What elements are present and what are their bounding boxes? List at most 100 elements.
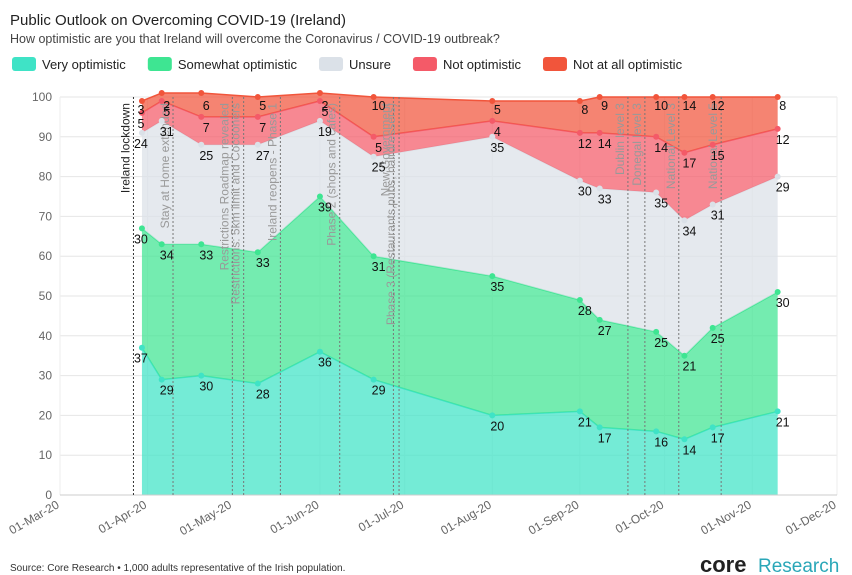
value-label: 28: [256, 388, 270, 402]
legend-swatch: [12, 57, 36, 71]
point: [254, 141, 261, 148]
event-label: Dublin level 3: [613, 103, 627, 175]
x-tick-label: 01-Nov-20: [698, 497, 754, 537]
area: [141, 347, 778, 495]
x-tick-label: 01-Oct-20: [613, 497, 666, 536]
value-label: 14: [598, 137, 612, 151]
value-label: 30: [776, 296, 790, 310]
y-tick-label: 30: [39, 369, 53, 383]
legend-label: Very optimistic: [42, 57, 126, 72]
value-label: 31: [711, 208, 725, 222]
y-tick-label: 0: [45, 488, 52, 502]
value-label: 27: [256, 149, 270, 163]
point: [653, 189, 660, 196]
point: [138, 109, 145, 116]
value-label: 2: [321, 99, 328, 113]
point: [596, 129, 603, 136]
point: [370, 153, 377, 160]
point: [596, 94, 603, 100]
area: [141, 196, 778, 440]
value-label: 14: [654, 141, 668, 155]
area: [141, 100, 778, 221]
value-label: 25: [199, 149, 213, 163]
event-label: Phase 2 (shops and cafes): [325, 103, 339, 246]
value-label: 33: [199, 248, 213, 262]
point: [316, 90, 323, 97]
point: [576, 296, 583, 303]
y-tick-label: 50: [39, 289, 53, 303]
value-label: 31: [160, 125, 174, 139]
point: [158, 97, 165, 104]
value-label: 29: [372, 384, 386, 398]
point: [709, 141, 716, 148]
value-label: 12: [776, 133, 790, 147]
value-label: 17: [711, 431, 725, 445]
legend-swatch: [147, 57, 172, 71]
point: [774, 94, 781, 100]
y-tick-label: 10: [39, 448, 53, 462]
value-label: 9: [601, 99, 608, 113]
value-label: 8: [581, 103, 588, 117]
y-tick-label: 90: [39, 130, 53, 144]
point: [138, 97, 145, 104]
value-label: 2: [163, 99, 170, 113]
chart-title: Public Outlook on Overcoming COVID-19 (I…: [10, 12, 346, 29]
value-label: 17: [598, 431, 612, 445]
event-label: National Level 3: [664, 103, 678, 189]
x-tick-label: 01-Jul-20: [356, 497, 407, 534]
point: [774, 289, 781, 296]
value-label: 36: [318, 356, 332, 370]
source: Source: Core Research • 1,000 adults rep…: [10, 563, 345, 574]
point: [370, 376, 377, 383]
legend-swatch: [412, 57, 437, 71]
value-label: 21: [776, 415, 790, 429]
point: [198, 113, 205, 120]
point: [158, 117, 165, 124]
point: [138, 225, 145, 232]
value-label: 3: [137, 103, 144, 117]
value-label: 12: [578, 137, 592, 151]
point: [198, 241, 205, 248]
point: [681, 217, 688, 224]
legend-label: Not optimistic: [443, 57, 522, 72]
x-tick-label: 01-Mar-20: [7, 497, 62, 537]
legend: Very optimistic Somewhat optimistic Unsure…: [12, 57, 683, 72]
value-label: 25: [654, 336, 668, 350]
point: [489, 412, 496, 419]
value-label: 8: [779, 99, 786, 113]
point: [596, 424, 603, 431]
value-label: 30: [578, 185, 592, 199]
value-label: 17: [682, 157, 696, 171]
area: [141, 120, 778, 356]
value-label: 5: [259, 99, 266, 113]
point: [709, 424, 716, 431]
point: [198, 372, 205, 379]
value-label: 39: [318, 201, 332, 215]
value-label: 15: [711, 149, 725, 163]
legend-label: Not at all optimistic: [573, 57, 683, 72]
x-tick-label: 01-Apr-20: [96, 497, 149, 536]
point: [316, 117, 323, 124]
value-label: 25: [372, 161, 386, 175]
point: [489, 97, 496, 104]
point: [653, 428, 660, 435]
event-label: Restrictions Roadmap revealed: [217, 103, 231, 270]
event-label: Ireland reopens - Phase 1: [265, 103, 279, 241]
point: [681, 352, 688, 359]
area: [141, 93, 778, 153]
value-label: 27: [598, 324, 612, 338]
point: [254, 249, 261, 256]
value-label: 5: [163, 105, 170, 119]
point: [316, 348, 323, 355]
value-label: 10: [372, 99, 386, 113]
value-label: 5: [137, 117, 144, 131]
x-tick-label: 01-May-20: [177, 497, 234, 538]
point: [774, 173, 781, 180]
value-label: 37: [134, 352, 148, 366]
y-tick-label: 80: [39, 170, 53, 184]
point: [370, 94, 377, 100]
point: [709, 201, 716, 208]
value-label: 31: [372, 260, 386, 274]
value-label: 35: [654, 197, 668, 211]
